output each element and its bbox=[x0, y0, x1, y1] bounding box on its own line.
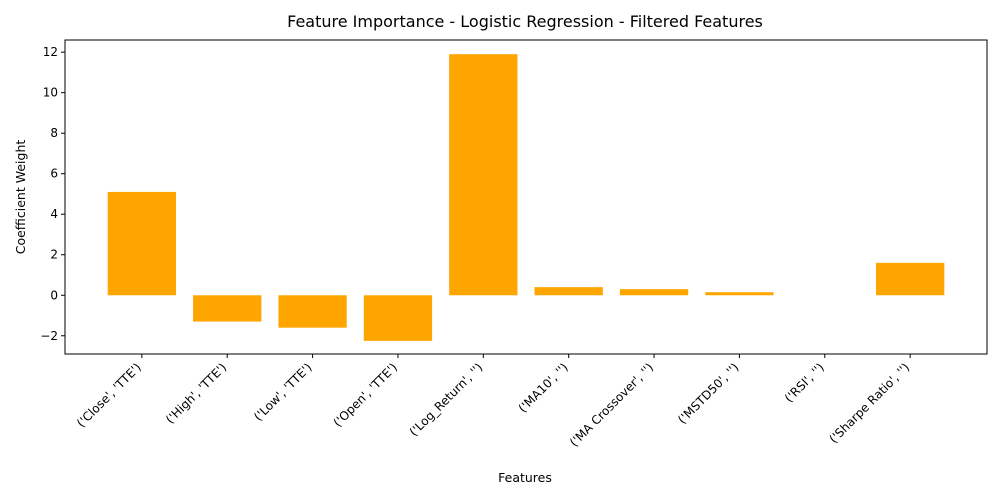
y-tick-label: 2 bbox=[50, 248, 58, 262]
chart-title: Feature Importance - Logistic Regression… bbox=[287, 12, 763, 31]
y-tick-label: 10 bbox=[43, 86, 58, 100]
x-tick-label: ('MA10', '') bbox=[516, 360, 571, 415]
y-tick-label: 6 bbox=[50, 167, 58, 181]
bar bbox=[705, 292, 774, 296]
x-tick-label: ('MSTD50', '') bbox=[675, 360, 741, 426]
x-tick-label: ('Close', 'TTE') bbox=[74, 360, 144, 430]
plot-area: −2 0 2 4 6 8 10 12 ('Close', 'TTE') ('High', 'TTE… bbox=[40, 39, 988, 449]
bar bbox=[278, 295, 347, 328]
y-tick-label: 4 bbox=[50, 207, 58, 221]
x-tick-label: ('Sharpe Ratio', '') bbox=[826, 360, 912, 446]
bar bbox=[876, 262, 945, 296]
y-tick-label: 8 bbox=[50, 126, 58, 140]
x-tick-label: ('Low', 'TTE') bbox=[251, 360, 315, 424]
bar bbox=[363, 295, 433, 341]
x-tick-label: ('High', 'TTE') bbox=[163, 360, 229, 426]
x-tick-label: ('Log_Return', '') bbox=[407, 360, 486, 439]
bar bbox=[107, 191, 176, 296]
bar bbox=[449, 54, 518, 296]
bar bbox=[619, 289, 689, 296]
plot-frame bbox=[64, 39, 988, 355]
x-tick-label: ('MA Crossover', '') bbox=[567, 360, 656, 449]
y-tick-label: −2 bbox=[40, 329, 58, 343]
y-tick-label: 12 bbox=[43, 45, 58, 59]
x-axis-label: Features bbox=[498, 470, 552, 485]
y-axis-label: Coefficient Weight bbox=[13, 140, 28, 255]
y-tick-label: 0 bbox=[50, 288, 58, 302]
bar bbox=[193, 295, 262, 322]
x-tick-label: ('Open', 'TTE') bbox=[331, 360, 400, 429]
x-tick-label: ('RSI', '') bbox=[782, 360, 827, 405]
bar bbox=[534, 287, 603, 296]
